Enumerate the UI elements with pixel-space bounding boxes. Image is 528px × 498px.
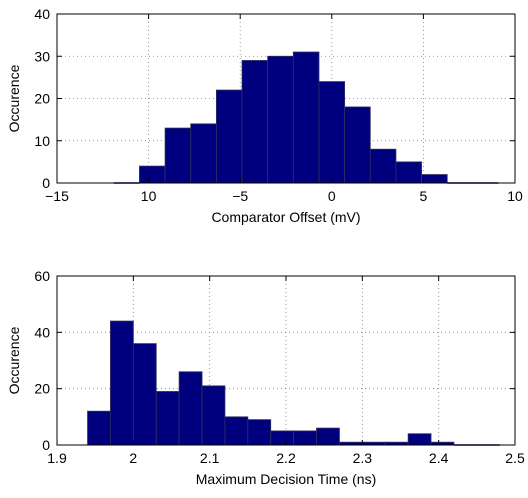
histogram-bar <box>369 148 397 184</box>
x-tick-label: 10 <box>141 188 157 204</box>
histogram-bar <box>270 430 295 446</box>
x-tick-label: 10 <box>507 188 523 204</box>
x-tick-label: 5 <box>420 188 428 204</box>
y-tick-label: 40 <box>34 6 50 22</box>
x-tick-label: 2.1 <box>200 450 220 466</box>
histogram-bar <box>155 391 180 446</box>
y-axis-label: Occurence <box>6 64 22 132</box>
x-tick-label: 2.2 <box>276 450 296 466</box>
histogram-bar <box>215 89 243 184</box>
x-tick-label: 0 <box>328 188 336 204</box>
histogram-bar <box>224 416 249 446</box>
x-tick-label: 2 <box>129 450 137 466</box>
histogram-bar <box>395 161 422 184</box>
histogram-bar <box>241 60 269 184</box>
histogram-bar <box>132 343 157 446</box>
y-tick-label: 0 <box>42 437 50 453</box>
x-tick-label: 2.5 <box>505 450 525 466</box>
y-tick-label: 20 <box>34 91 50 107</box>
histogram-bar <box>421 174 448 184</box>
histogram-bar <box>178 371 203 446</box>
histogram-bar <box>344 106 371 184</box>
y-axis-label: Occurence <box>6 326 22 394</box>
y-tick-label: 20 <box>34 381 50 397</box>
histogram-bar <box>87 410 111 446</box>
x-axis-label: Maximum Decision Time (ns) <box>196 471 376 487</box>
decision-time-histogram: 1.9 2 2.1 2.2 2.3 2.4 2.5 0 20 40 60 Maximum Decisi… <box>6 268 525 487</box>
histogram-bar <box>407 433 432 446</box>
x-tick-label: −15 <box>45 188 69 204</box>
histogram-bar <box>247 419 272 446</box>
histogram-bar <box>201 385 226 446</box>
histogram-bar <box>190 123 217 184</box>
x-axis-label: Comparator Offset (mV) <box>211 209 360 225</box>
y-tick-label: 0 <box>42 175 50 191</box>
histogram-bar <box>293 430 317 446</box>
x-tick-label: 1.9 <box>47 450 67 466</box>
histogram-bar <box>164 127 192 184</box>
y-tick-label: 60 <box>34 268 50 284</box>
y-tick-label: 10 <box>34 133 50 149</box>
histogram-bar <box>316 427 340 446</box>
y-tick-label: 30 <box>34 48 50 64</box>
histogram-bar <box>318 81 346 184</box>
x-tick-label: 2.4 <box>429 450 449 466</box>
x-tick-label: −5 <box>232 188 248 204</box>
y-tick-label: 40 <box>34 324 50 340</box>
histogram-bar <box>267 55 294 184</box>
histogram-bar <box>110 320 134 446</box>
x-tick-label: 2.3 <box>353 450 373 466</box>
offset-histogram: −15 10 −5 0 5 10 0 10 20 30 40 Comparator Offset (m… <box>6 6 523 225</box>
histogram-bar <box>139 165 166 184</box>
histogram-bar <box>292 51 320 184</box>
